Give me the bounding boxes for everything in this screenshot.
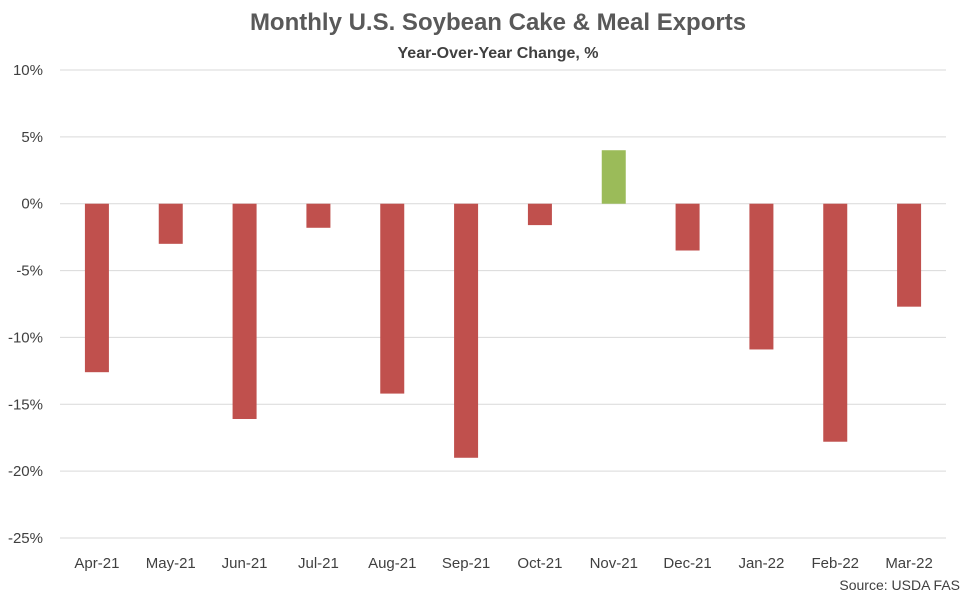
y-tick-label: -15%: [8, 396, 43, 413]
x-axis-tick-labels: Apr-21 May-21 Jun-21 Jul-21 Aug-21 Sep-21 Oct-…: [74, 555, 932, 572]
bar-feb-22: [823, 203, 848, 442]
x-tick-label: Apr-21: [74, 555, 119, 572]
x-tick-label: Oct-21: [517, 555, 562, 572]
y-tick-label: -20%: [8, 463, 43, 480]
x-tick-label: Dec-21: [663, 555, 711, 572]
chart-subtitle: Year-Over-Year Change, %: [398, 45, 599, 62]
x-tick-label: Feb-22: [811, 555, 859, 572]
x-tick-label: Jan-22: [738, 555, 784, 572]
source-note: Source: USDA FAS: [839, 577, 960, 593]
bar-jun-21: [232, 203, 257, 419]
y-axis-tick-labels: 10% 5% 0% -5% -10% -15% -20% -25%: [8, 62, 43, 547]
bar-dec-21: [675, 203, 700, 251]
x-tick-label: Jul-21: [298, 555, 339, 572]
x-tick-label: Jun-21: [222, 555, 268, 572]
bar-aug-21: [380, 203, 405, 394]
x-tick-label: Sep-21: [442, 555, 490, 572]
bar-nov-21: [601, 150, 626, 204]
chart-title: Monthly U.S. Soybean Cake & Meal Exports: [250, 9, 746, 36]
bar-oct-21: [527, 203, 552, 226]
y-tick-label: 5%: [21, 129, 43, 146]
y-tick-label: -10%: [8, 329, 43, 346]
y-tick-label: 10%: [13, 62, 43, 79]
x-tick-label: May-21: [146, 555, 196, 572]
bars: [84, 150, 922, 458]
y-tick-label: -25%: [8, 530, 43, 547]
y-tick-label: 0%: [21, 196, 43, 213]
bar-jan-22: [749, 203, 774, 350]
x-tick-label: Mar-22: [885, 555, 933, 572]
bar-may-21: [158, 203, 183, 244]
gridlines: [60, 69, 946, 539]
x-tick-label: Nov-21: [590, 555, 638, 572]
bar-apr-21: [84, 203, 109, 373]
y-tick-label: -5%: [16, 263, 43, 280]
x-tick-label: Aug-21: [368, 555, 416, 572]
bar-jul-21: [306, 203, 331, 228]
bar-sep-21: [454, 203, 479, 458]
bar-mar-22: [897, 203, 922, 307]
